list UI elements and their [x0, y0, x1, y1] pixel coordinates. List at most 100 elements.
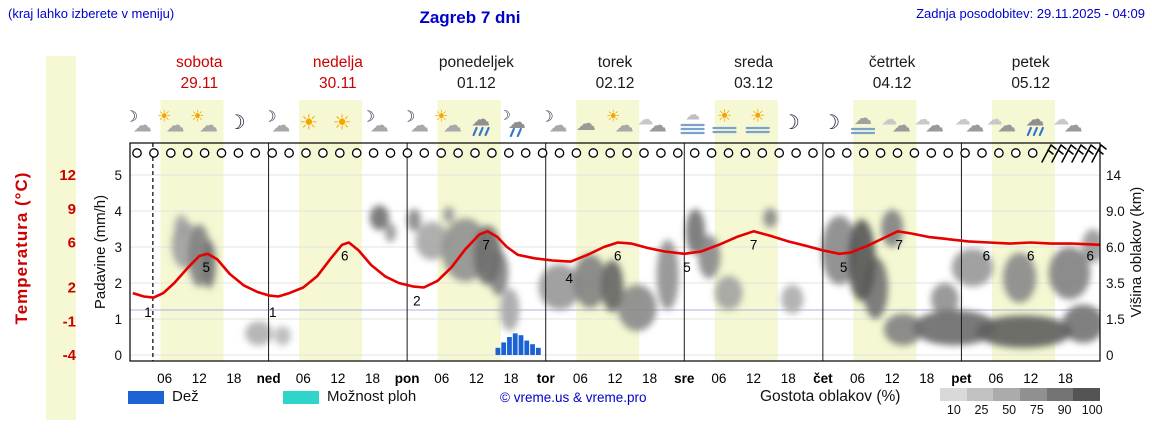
moon-phase-circle — [487, 148, 497, 158]
precip-axis-label: 2 — [114, 276, 122, 291]
icon-glyph: ☁ — [648, 116, 667, 137]
grayscale-cell — [966, 388, 994, 401]
temp-point-label: 1 — [144, 305, 152, 320]
icon-glyph: ☁ — [576, 113, 596, 135]
cloud-blob — [538, 264, 581, 311]
grayscale-cell — [993, 388, 1021, 401]
cloud-axis-label: 3.5 — [1106, 276, 1125, 291]
cloud-axis-label: 1.5 — [1106, 312, 1125, 327]
rain-bar — [524, 340, 530, 355]
cloud-icon: ☁ — [576, 113, 596, 135]
moon-phase-circle — [605, 148, 616, 158]
temp-axis-label: 12 — [59, 167, 76, 184]
icon-glyph: ☁ — [1025, 110, 1044, 131]
cloud-blob — [930, 283, 959, 316]
x-tick-label: 06 — [573, 371, 588, 386]
day-name: sreda — [734, 54, 773, 71]
x-tick-label: 12 — [746, 371, 761, 386]
moon-phase-circle — [926, 148, 937, 158]
cloud-blob — [975, 315, 1073, 348]
moon-phase-circle — [571, 148, 582, 158]
sun-fog-icon: ☀ — [712, 107, 737, 134]
moon-phase-circle — [216, 148, 227, 158]
x-tick-label: 18 — [226, 371, 241, 386]
rain-bars — [495, 333, 541, 355]
day-boundaries — [268, 143, 962, 361]
x-tick-label: sre — [674, 371, 695, 386]
cloud-blob — [685, 208, 706, 255]
rain-legend-swatch — [128, 391, 164, 404]
moon-phase-circle — [943, 148, 954, 158]
moon-phase-circle — [284, 148, 294, 158]
day-date: 03.12 — [734, 75, 773, 92]
sun-cloud-icon: ☀☁ — [606, 109, 634, 137]
x-tick-label: 06 — [850, 371, 865, 386]
moon-cloud-icon: ☽☁ — [540, 109, 567, 137]
icon-glyph: ☁ — [915, 112, 931, 129]
rain-bar — [501, 342, 507, 355]
cloud-density-grayscale-bar — [940, 388, 1101, 401]
day-name: petek — [1012, 54, 1050, 71]
moon-phase-circle — [858, 148, 869, 158]
wind-barb — [1041, 144, 1057, 163]
moon-phase-circle — [385, 148, 396, 158]
icon-glyph: ☽ — [499, 108, 511, 123]
day-name: ponedeljek — [439, 54, 514, 71]
icon-glyph: ☽ — [228, 112, 246, 134]
clouds-icon: ☁☁ — [915, 112, 945, 137]
x-tick-label: 12 — [885, 371, 900, 386]
copyright-link[interactable]: © vreme.us & vreme.pro — [500, 390, 647, 405]
x-tick-label: 06 — [296, 371, 311, 386]
moon-phase-circle — [318, 148, 328, 158]
grayscale-cell — [940, 388, 967, 401]
clouds-icon: ☁☁ — [955, 112, 985, 137]
rain-bar — [512, 333, 518, 355]
moon-phase-circle — [977, 148, 987, 158]
x-tick-label: 12 — [607, 371, 622, 386]
icon-glyph: ☽ — [362, 109, 375, 126]
temp-point-label: 2 — [413, 294, 421, 309]
moon-phase-circle — [689, 148, 700, 158]
moon-phase-circle — [537, 148, 548, 158]
location-hint: (kraj lahko izberete v meniju) — [8, 6, 175, 21]
cloud-blob — [202, 239, 216, 289]
moon-icon: ☽ — [228, 112, 246, 134]
moon-phase-circle — [740, 148, 751, 158]
moon-phase-circle — [368, 148, 379, 158]
icon-mark — [509, 127, 515, 138]
day-name: torek — [598, 54, 633, 71]
x-tick-label: ned — [257, 371, 281, 386]
icon-glyph: ☁ — [965, 116, 984, 137]
temp-point-label: 6 — [983, 249, 991, 264]
precip-axis-label: 4 — [114, 204, 122, 219]
moon-phase-circle — [149, 148, 159, 158]
cloud-blob — [601, 259, 624, 312]
temperature-labels: 1 5 1 6 2 7 4 6 5 7 5 7 6 6 6 — [144, 237, 1094, 320]
cloud-blob — [763, 208, 778, 228]
moon-phase-circle — [470, 148, 480, 158]
icon-glyph: ☁ — [199, 116, 218, 137]
cloud-axis-label: 0 — [1106, 348, 1114, 363]
rain-legend-label: Dež — [172, 388, 199, 405]
icon-glyph: ☀ — [750, 107, 765, 126]
x-axis: 06 12 18 ned 06 12 18 pon 06 12 18 tor 06 12 18 sre 06 12… — [157, 371, 1073, 386]
icon-glyph: ☀ — [333, 112, 352, 135]
temp-point-label: 6 — [341, 249, 349, 264]
clouds-icon: ☁☁ — [637, 112, 667, 137]
sun-cloud-icon: ☀☁ — [434, 109, 462, 137]
cloud-blob — [847, 219, 876, 301]
temp-point-label: 7 — [895, 237, 903, 252]
icon-glyph: ☁ — [271, 116, 290, 137]
icon-mark — [1032, 126, 1038, 137]
x-tick-label: 12 — [1023, 371, 1038, 386]
x-tick-label: 18 — [1058, 371, 1073, 386]
icon-glyph: ☁ — [1053, 112, 1069, 129]
grayscale-label: 10 — [946, 403, 961, 417]
cloud-layer — [171, 205, 1100, 348]
icon-glyph: ☀ — [606, 109, 620, 126]
moon-phase-circle — [994, 148, 1004, 158]
moon-icon: ☽ — [782, 112, 800, 134]
moon-phase-circle — [791, 148, 801, 158]
moon-phase-circle — [351, 148, 362, 158]
